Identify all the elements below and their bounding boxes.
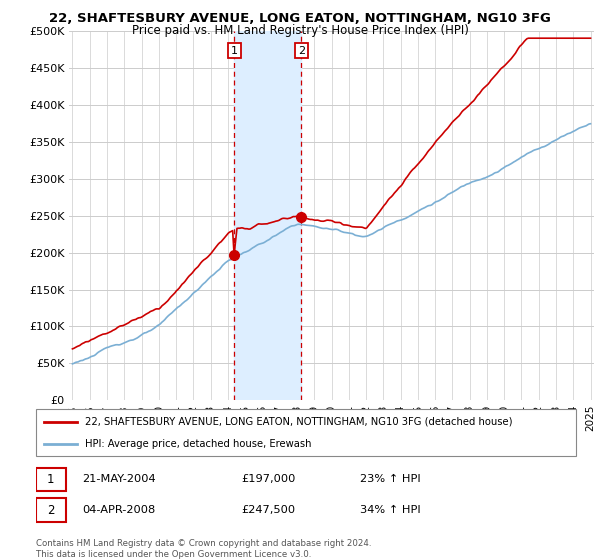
Text: £197,000: £197,000: [241, 474, 296, 484]
Text: £247,500: £247,500: [241, 505, 295, 515]
Text: 22, SHAFTESBURY AVENUE, LONG EATON, NOTTINGHAM, NG10 3FG (detached house): 22, SHAFTESBURY AVENUE, LONG EATON, NOTT…: [85, 417, 512, 427]
Text: 04-APR-2008: 04-APR-2008: [82, 505, 155, 515]
FancyBboxPatch shape: [36, 468, 66, 491]
Text: 1: 1: [47, 473, 55, 486]
Text: 2: 2: [298, 45, 305, 55]
FancyBboxPatch shape: [36, 409, 576, 456]
Text: 22, SHAFTESBURY AVENUE, LONG EATON, NOTTINGHAM, NG10 3FG: 22, SHAFTESBURY AVENUE, LONG EATON, NOTT…: [49, 12, 551, 25]
Text: 34% ↑ HPI: 34% ↑ HPI: [360, 505, 421, 515]
Text: Contains HM Land Registry data © Crown copyright and database right 2024.
This d: Contains HM Land Registry data © Crown c…: [36, 539, 371, 559]
Text: 1: 1: [231, 45, 238, 55]
FancyBboxPatch shape: [36, 498, 66, 522]
Text: 2: 2: [47, 503, 55, 516]
Text: HPI: Average price, detached house, Erewash: HPI: Average price, detached house, Erew…: [85, 438, 311, 449]
Text: Price paid vs. HM Land Registry's House Price Index (HPI): Price paid vs. HM Land Registry's House …: [131, 24, 469, 36]
Text: 21-MAY-2004: 21-MAY-2004: [82, 474, 155, 484]
Bar: [235, 31, 301, 400]
Text: 23% ↑ HPI: 23% ↑ HPI: [360, 474, 421, 484]
